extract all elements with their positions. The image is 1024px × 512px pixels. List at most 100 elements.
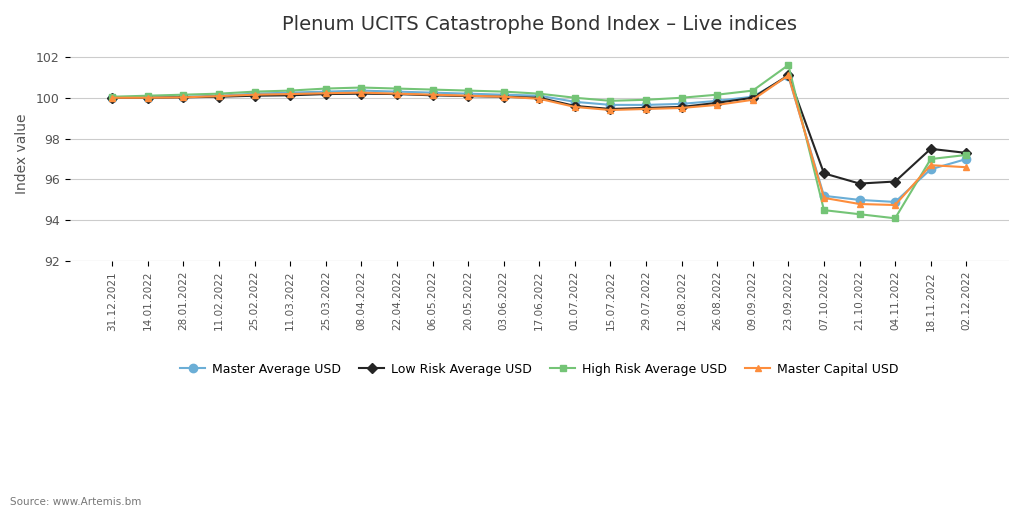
High Risk Average USD — [818, 207, 830, 213]
Master Capital USD — [818, 195, 830, 201]
Master Capital USD — [782, 72, 795, 78]
Master Capital USD — [213, 93, 225, 99]
High Risk Average USD — [391, 86, 403, 92]
Master Capital USD — [462, 93, 474, 99]
High Risk Average USD — [925, 156, 937, 162]
Low Risk Average USD — [604, 106, 616, 112]
Master Average USD — [462, 91, 474, 97]
High Risk Average USD — [711, 92, 723, 98]
Master Average USD — [961, 156, 973, 162]
Y-axis label: Index value: Index value — [15, 114, 29, 194]
Master Average USD — [746, 94, 759, 100]
Low Risk Average USD — [284, 92, 296, 98]
Line: High Risk Average USD: High Risk Average USD — [109, 61, 970, 222]
Master Average USD — [141, 95, 154, 101]
Master Average USD — [284, 90, 296, 96]
High Risk Average USD — [319, 86, 332, 92]
Master Average USD — [640, 102, 652, 108]
Line: Low Risk Average USD: Low Risk Average USD — [109, 72, 970, 187]
High Risk Average USD — [746, 88, 759, 94]
High Risk Average USD — [853, 211, 865, 217]
High Risk Average USD — [213, 91, 225, 97]
Master Average USD — [249, 91, 261, 97]
Low Risk Average USD — [319, 91, 332, 97]
Master Capital USD — [568, 104, 581, 110]
Master Capital USD — [426, 92, 438, 98]
High Risk Average USD — [782, 62, 795, 68]
Master Average USD — [925, 166, 937, 173]
High Risk Average USD — [355, 84, 368, 91]
High Risk Average USD — [462, 88, 474, 94]
Master Capital USD — [711, 102, 723, 108]
Master Average USD — [676, 101, 688, 107]
Low Risk Average USD — [676, 104, 688, 110]
High Risk Average USD — [177, 92, 189, 98]
Master Average USD — [782, 73, 795, 79]
High Risk Average USD — [534, 91, 546, 97]
High Risk Average USD — [604, 98, 616, 104]
Master Average USD — [177, 94, 189, 100]
Master Capital USD — [534, 96, 546, 102]
Low Risk Average USD — [568, 103, 581, 109]
Master Average USD — [711, 98, 723, 104]
Master Average USD — [391, 89, 403, 95]
Low Risk Average USD — [355, 91, 368, 97]
Master Capital USD — [177, 94, 189, 100]
High Risk Average USD — [141, 93, 154, 99]
Low Risk Average USD — [961, 150, 973, 156]
High Risk Average USD — [249, 89, 261, 95]
Master Capital USD — [319, 90, 332, 96]
Line: Master Average USD: Master Average USD — [109, 72, 971, 206]
Master Average USD — [498, 92, 510, 98]
Low Risk Average USD — [106, 95, 119, 101]
High Risk Average USD — [568, 95, 581, 101]
Low Risk Average USD — [711, 100, 723, 106]
High Risk Average USD — [106, 94, 119, 100]
Title: Plenum UCITS Catastrophe Bond Index – Live indices: Plenum UCITS Catastrophe Bond Index – Li… — [282, 15, 797, 34]
Low Risk Average USD — [498, 94, 510, 100]
Low Risk Average USD — [177, 94, 189, 100]
Low Risk Average USD — [746, 95, 759, 101]
Master Average USD — [818, 193, 830, 199]
Low Risk Average USD — [640, 105, 652, 111]
Low Risk Average USD — [853, 181, 865, 187]
Master Average USD — [213, 93, 225, 99]
High Risk Average USD — [640, 97, 652, 103]
Low Risk Average USD — [534, 95, 546, 101]
High Risk Average USD — [426, 87, 438, 93]
Master Average USD — [853, 197, 865, 203]
High Risk Average USD — [889, 215, 901, 221]
Low Risk Average USD — [925, 146, 937, 152]
Master Capital USD — [355, 90, 368, 96]
Low Risk Average USD — [249, 93, 261, 99]
Master Capital USD — [249, 92, 261, 98]
Master Average USD — [604, 102, 616, 108]
Legend: Master Average USD, Low Risk Average USD, High Risk Average USD, Master Capital : Master Average USD, Low Risk Average USD… — [175, 357, 903, 380]
Low Risk Average USD — [213, 94, 225, 100]
Master Capital USD — [925, 162, 937, 168]
Low Risk Average USD — [426, 92, 438, 98]
Master Capital USD — [676, 105, 688, 111]
Master Capital USD — [106, 95, 119, 101]
Master Capital USD — [853, 201, 865, 207]
Master Capital USD — [391, 91, 403, 97]
Master Capital USD — [746, 97, 759, 103]
Low Risk Average USD — [782, 72, 795, 78]
Low Risk Average USD — [889, 179, 901, 185]
Master Capital USD — [141, 95, 154, 101]
Master Average USD — [106, 95, 119, 101]
Line: Master Capital USD: Master Capital USD — [109, 72, 970, 208]
High Risk Average USD — [284, 88, 296, 94]
Master Capital USD — [889, 202, 901, 208]
Master Average USD — [426, 90, 438, 96]
Master Average USD — [889, 199, 901, 205]
High Risk Average USD — [498, 89, 510, 95]
High Risk Average USD — [961, 152, 973, 158]
Master Capital USD — [604, 107, 616, 113]
Text: Source: www.Artemis.bm: Source: www.Artemis.bm — [10, 497, 141, 507]
Low Risk Average USD — [391, 91, 403, 97]
Master Average USD — [355, 88, 368, 94]
Master Capital USD — [961, 164, 973, 170]
Master Average USD — [319, 89, 332, 95]
Master Capital USD — [284, 91, 296, 97]
